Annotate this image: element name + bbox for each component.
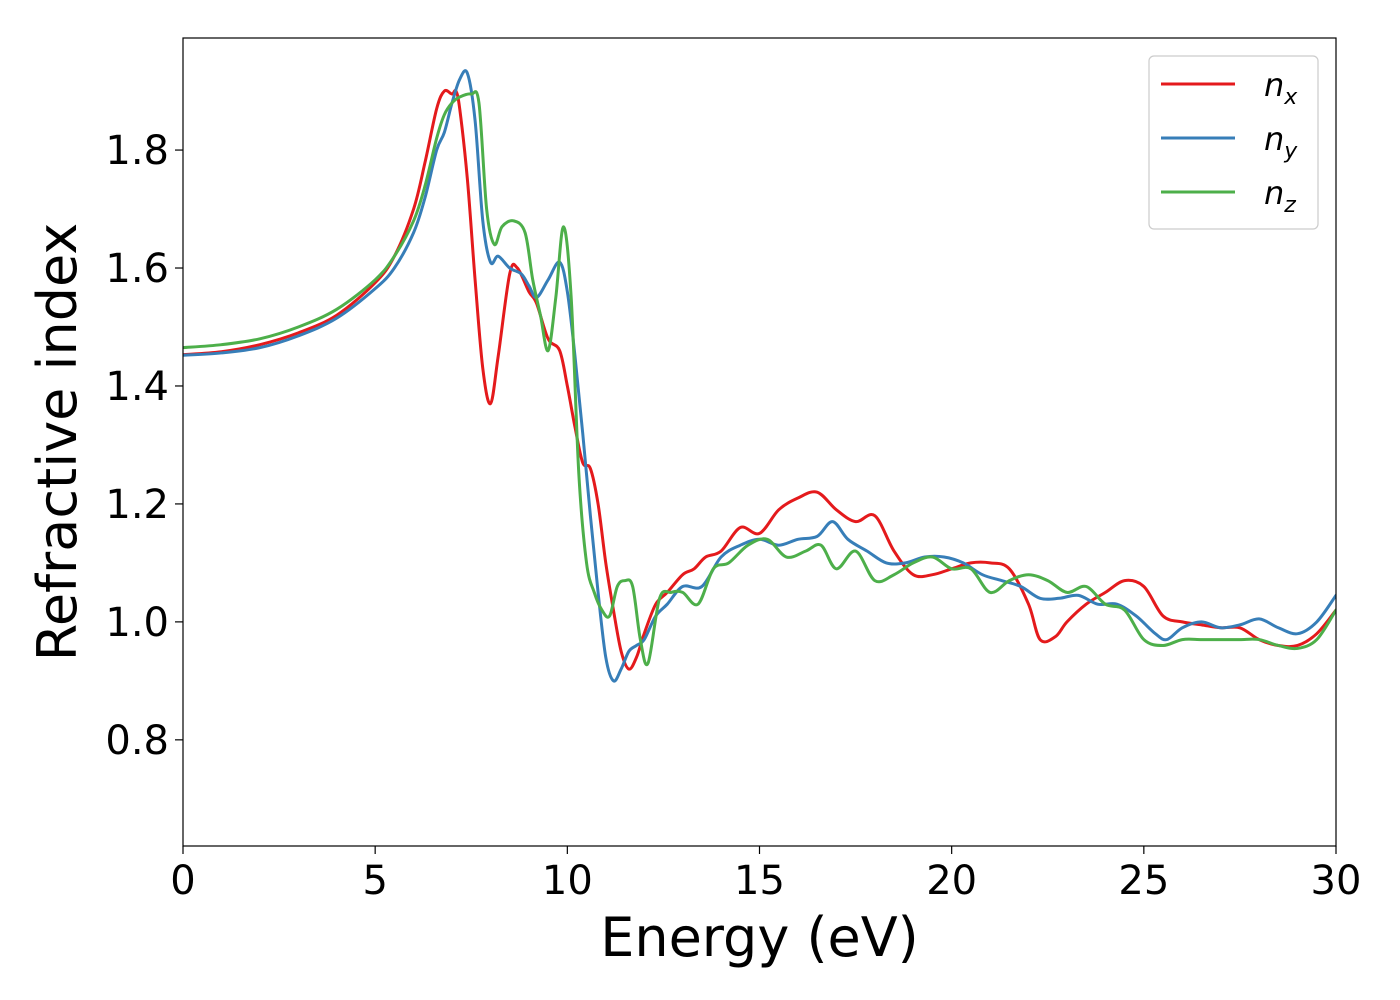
legend-label-main: n bbox=[1264, 120, 1284, 158]
legend-label-subscript: x bbox=[1283, 85, 1298, 110]
legend-label-n-z: nz bbox=[1264, 174, 1296, 218]
legend-box bbox=[1148, 55, 1319, 230]
y-tick-label: 0.8 bbox=[105, 718, 169, 764]
x-axis-title: Energy (eV) bbox=[600, 906, 919, 969]
series-line-n-z bbox=[183, 90, 1336, 667]
plot-area-background bbox=[183, 38, 1336, 846]
legend-label-n-x: nx bbox=[1264, 66, 1298, 110]
y-tick-label: 1.2 bbox=[105, 482, 169, 528]
legend-label-subscript: z bbox=[1283, 193, 1296, 218]
series-group bbox=[183, 69, 1336, 683]
legend-label-main: n bbox=[1264, 66, 1284, 104]
y-axis-ticks: 0.8 1.0 1.2 1.4 1.6 1.8 bbox=[105, 128, 183, 764]
y-tick-label: 1.6 bbox=[105, 246, 169, 292]
x-tick-label: 10 bbox=[542, 858, 593, 904]
y-tick-label: 1.0 bbox=[105, 600, 169, 646]
x-tick-label: 5 bbox=[362, 858, 387, 904]
x-tick-label: 15 bbox=[734, 858, 785, 904]
series-line-n-y bbox=[183, 69, 1336, 683]
legend-label-main: n bbox=[1264, 174, 1284, 212]
x-tick-label: 0 bbox=[170, 858, 195, 904]
x-axis-ticks: 0 5 10 15 20 25 30 bbox=[170, 846, 1361, 904]
y-tick-label: 1.4 bbox=[105, 364, 169, 410]
legend-label-n-y: ny bbox=[1264, 120, 1298, 164]
x-tick-label: 25 bbox=[1118, 858, 1169, 904]
y-axis-title: Refractive index bbox=[26, 223, 89, 662]
x-tick-label: 30 bbox=[1311, 858, 1362, 904]
legend-label-subscript: y bbox=[1283, 139, 1298, 164]
x-tick-label: 20 bbox=[926, 858, 977, 904]
y-tick-label: 1.8 bbox=[105, 128, 169, 174]
